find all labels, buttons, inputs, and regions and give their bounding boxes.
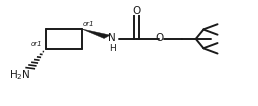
Text: H: H: [109, 44, 116, 53]
Text: N: N: [108, 33, 116, 43]
Text: or1: or1: [31, 41, 43, 47]
Polygon shape: [82, 29, 110, 38]
Text: or1: or1: [82, 21, 94, 27]
Text: H$_2$N: H$_2$N: [9, 69, 31, 82]
Text: O: O: [156, 33, 164, 43]
Text: O: O: [133, 6, 141, 16]
